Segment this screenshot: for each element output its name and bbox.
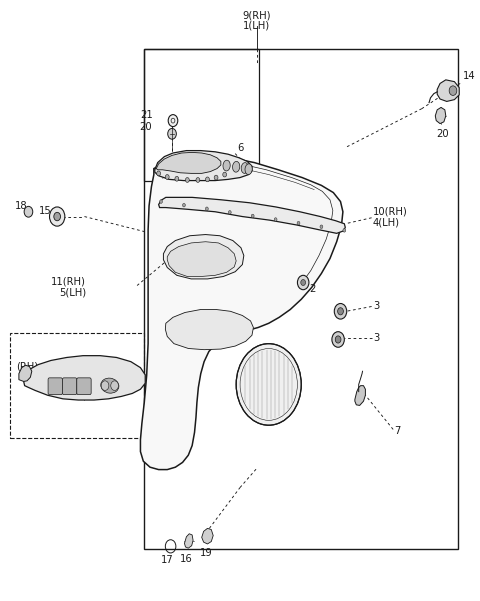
Circle shape <box>111 381 119 391</box>
Circle shape <box>223 172 227 177</box>
Text: 19: 19 <box>200 548 213 558</box>
Circle shape <box>274 218 277 221</box>
Polygon shape <box>19 365 32 382</box>
Polygon shape <box>141 156 343 469</box>
Text: 3: 3 <box>373 302 379 311</box>
Circle shape <box>182 203 185 207</box>
Text: 18: 18 <box>15 201 28 211</box>
Polygon shape <box>184 534 193 548</box>
Polygon shape <box>202 528 213 544</box>
Circle shape <box>251 214 254 218</box>
Circle shape <box>205 207 208 210</box>
Ellipse shape <box>101 378 119 393</box>
Text: 11(RH): 11(RH) <box>51 276 86 286</box>
Circle shape <box>168 115 178 127</box>
Circle shape <box>101 381 109 391</box>
Bar <box>144 49 458 549</box>
Circle shape <box>157 171 160 175</box>
Ellipse shape <box>223 160 230 171</box>
Circle shape <box>337 308 343 315</box>
Circle shape <box>24 206 33 217</box>
Polygon shape <box>156 153 221 173</box>
Text: 5(LH): 5(LH) <box>59 287 86 297</box>
Text: 1(LH): 1(LH) <box>243 21 270 31</box>
Circle shape <box>334 304 347 319</box>
Polygon shape <box>437 80 459 102</box>
Polygon shape <box>163 234 244 279</box>
Text: 4(LH): 4(LH) <box>373 218 400 228</box>
Text: 7: 7 <box>394 426 400 436</box>
Circle shape <box>320 225 323 228</box>
Text: 10(RH): 10(RH) <box>373 207 408 217</box>
Circle shape <box>236 344 301 426</box>
Polygon shape <box>435 108 446 124</box>
Circle shape <box>185 177 189 182</box>
Circle shape <box>49 207 65 226</box>
Polygon shape <box>355 386 365 406</box>
Text: 15: 15 <box>39 206 52 216</box>
Text: 6: 6 <box>237 142 243 153</box>
FancyBboxPatch shape <box>77 378 91 395</box>
Text: 20: 20 <box>436 129 449 139</box>
Ellipse shape <box>245 164 252 174</box>
Circle shape <box>214 175 218 180</box>
Circle shape <box>165 174 169 179</box>
Polygon shape <box>167 242 236 276</box>
Circle shape <box>175 176 179 181</box>
Bar <box>144 49 259 180</box>
Text: 21: 21 <box>140 109 153 120</box>
Circle shape <box>205 177 209 182</box>
FancyBboxPatch shape <box>62 378 77 395</box>
Text: 9(RH): 9(RH) <box>242 11 271 20</box>
Text: 12: 12 <box>84 374 97 385</box>
Polygon shape <box>165 310 253 350</box>
Ellipse shape <box>232 162 240 172</box>
Circle shape <box>297 221 300 225</box>
Polygon shape <box>155 151 252 180</box>
Circle shape <box>168 129 176 139</box>
FancyBboxPatch shape <box>48 378 62 395</box>
Polygon shape <box>158 197 345 233</box>
Text: 3: 3 <box>373 333 379 343</box>
Circle shape <box>449 86 457 96</box>
Text: 20: 20 <box>139 121 152 132</box>
Circle shape <box>301 279 306 285</box>
Circle shape <box>196 177 200 182</box>
Text: 14: 14 <box>463 71 475 81</box>
Circle shape <box>159 200 162 203</box>
Circle shape <box>54 212 60 221</box>
Text: (RH): (RH) <box>16 361 38 371</box>
Text: 16: 16 <box>180 554 193 564</box>
Polygon shape <box>24 356 145 400</box>
Circle shape <box>335 336 341 343</box>
Circle shape <box>343 228 346 232</box>
Circle shape <box>298 275 309 290</box>
Text: 17: 17 <box>161 555 174 566</box>
Text: 2: 2 <box>310 284 316 293</box>
Circle shape <box>332 332 344 347</box>
Circle shape <box>228 210 231 214</box>
Ellipse shape <box>241 163 248 173</box>
Bar <box>10 334 144 438</box>
